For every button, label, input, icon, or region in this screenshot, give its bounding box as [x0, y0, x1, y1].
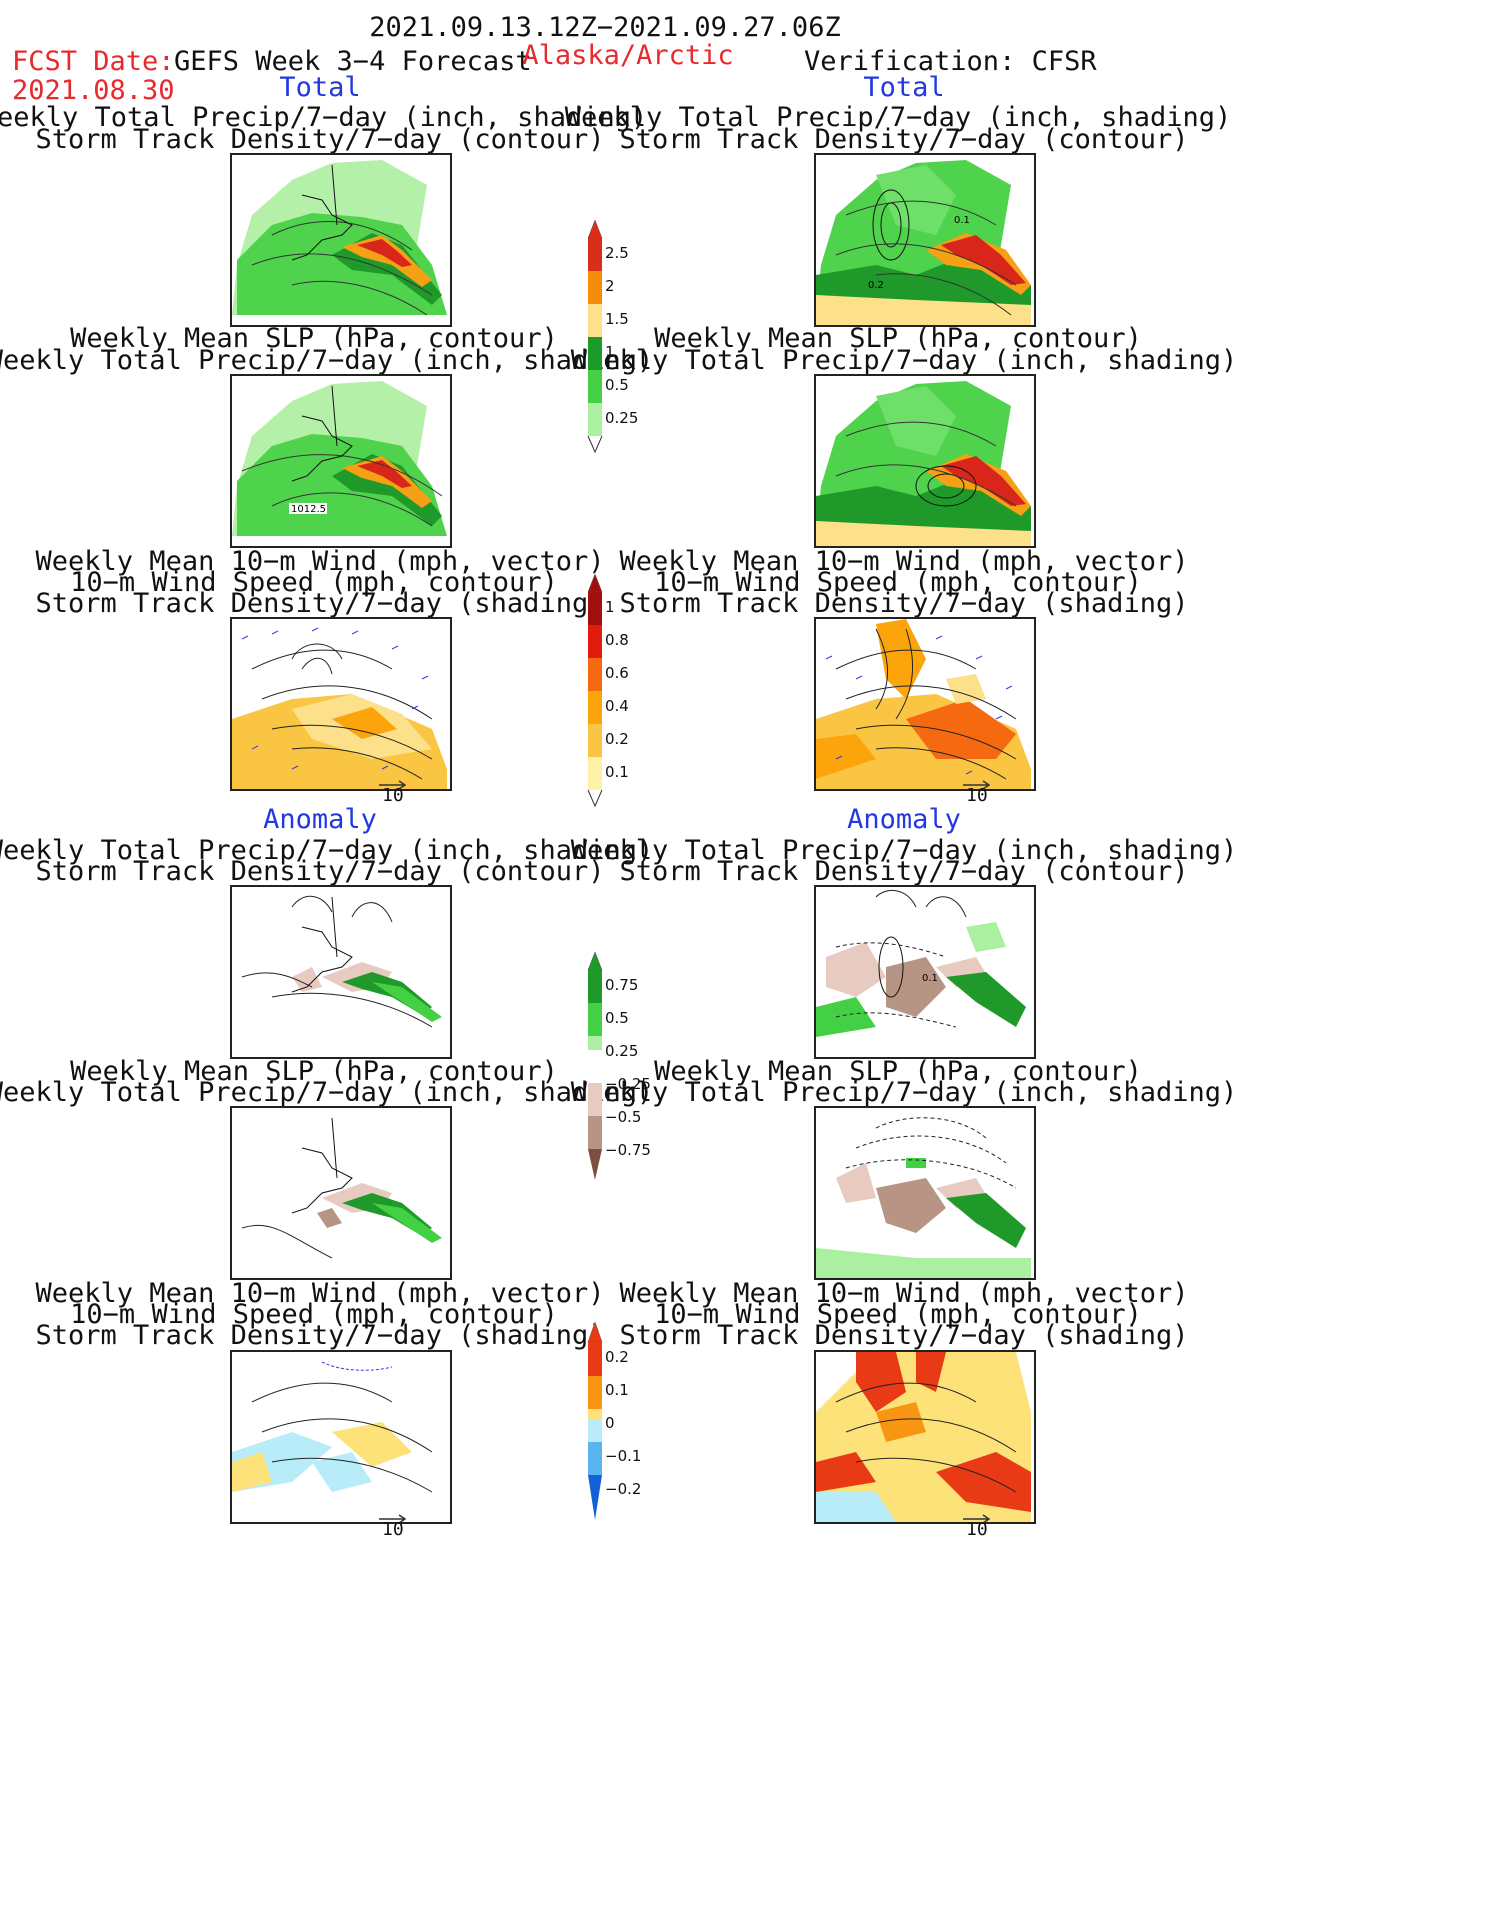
panel-title-line: Storm Track Density/7−day (contour)	[619, 856, 1189, 887]
map-panel-wind-storm-anomaly-forecast	[230, 1350, 452, 1524]
fcst-date-label: FCST Date:	[12, 46, 175, 77]
contour-label: 0.1	[954, 215, 970, 226]
vector-reference: 10	[962, 776, 1002, 812]
panel-title-line: Weekly Total Precip/7−day (inch, shading…	[0, 102, 648, 133]
colorbar-tick-label: 0.1	[605, 763, 629, 781]
model-title: GEFS Week 3−4 Forecast	[174, 46, 532, 77]
vector-reference-label: 10	[966, 1519, 988, 1540]
colorbar-tick-label: 2.5	[605, 244, 629, 262]
colorbar-tick-label: 0.1	[605, 1381, 629, 1399]
panel-title-line: Storm Track Density/7−day (shading)	[619, 1320, 1189, 1351]
panel-title-line: Weekly Total Precip/7−day (inch, shading…	[564, 102, 1232, 133]
panel-title-line: Weekly Total Precip/7−day (inch, shading…	[0, 1077, 654, 1108]
colorbar-precip-total: 2.5 2 1.5 1 0.5 0.25	[585, 218, 675, 454]
section-total-right: Total	[863, 72, 945, 103]
contour-label: 1012.5	[291, 504, 326, 515]
map-panel-precip-storm-anomaly-forecast	[230, 885, 452, 1059]
colorbar-tick-label: 2	[605, 277, 615, 295]
panel-title-line: 10−m Wind Speed (mph, contour)	[70, 1299, 558, 1330]
colorbar-tick-label: 0.25	[605, 1042, 639, 1060]
panel-title-line: Weekly Mean SLP (hPa, contour)	[70, 323, 558, 354]
panel-title-line: 10−m Wind Speed (mph, contour)	[70, 567, 558, 598]
colorbar-tick-label: −0.25	[605, 1075, 651, 1093]
vector-reference-label: 10	[382, 1519, 404, 1540]
panel-title-line: Storm Track Density/7−day (contour)	[35, 124, 605, 155]
panel-title-line: Storm Track Density/7−day (shading)	[619, 588, 1189, 619]
colorbar-tick-label: 1.5	[605, 310, 629, 328]
vector-reference: 10	[378, 776, 418, 812]
map-panel-wind-storm-anomaly-verification	[814, 1350, 1036, 1524]
map-panel-precip-storm-anomaly-verification: 0.1	[814, 885, 1036, 1059]
date-range-title: 2021.09.13.12Z−2021.09.27.06Z	[369, 12, 841, 43]
panel-title-line: Storm Track Density/7−day (contour)	[619, 124, 1189, 155]
colorbar-tick-label: −0.5	[605, 1108, 642, 1126]
colorbar-tick-label: 0.5	[605, 1009, 629, 1027]
vector-reference: 10	[378, 1510, 418, 1546]
colorbar-tick-label: 1	[605, 598, 615, 616]
map-panel-wind-storm-total-forecast	[230, 617, 452, 791]
panel-title-line: Weekly Mean SLP (hPa, contour)	[654, 323, 1142, 354]
panel-title-line: Storm Track Density/7−day (contour)	[35, 856, 605, 887]
colorbar-tick-label: −0.2	[605, 1480, 642, 1498]
colorbar-storm-total: 1 0.8 0.6 0.4 0.2 0.1	[585, 572, 675, 808]
section-anomaly-left: Anomaly	[263, 804, 377, 835]
map-panel-slp-precip-anomaly-verification	[814, 1106, 1036, 1280]
panel-title-line: Weekly Total Precip/7−day (inch, shading…	[570, 835, 1238, 866]
map-panel-precip-storm-total-forecast	[230, 153, 452, 327]
map-panel-slp-precip-total-verification	[814, 374, 1036, 548]
colorbar-tick-label: 0.25	[605, 409, 639, 427]
verification-title: Verification: CFSR	[804, 46, 1097, 77]
colorbar-tick-label: 0.6	[605, 664, 629, 682]
panel-title-line: Weekly Mean 10−m Wind (mph, vector)	[35, 546, 605, 577]
vector-reference-label: 10	[382, 785, 404, 806]
section-anomaly-right: Anomaly	[847, 804, 961, 835]
panel-title-line: Storm Track Density/7−day (shading)	[35, 1320, 605, 1351]
panel-title-line: Weekly Total Precip/7−day (inch, shading…	[570, 345, 1238, 376]
panel-title-line: Weekly Mean SLP (hPa, contour)	[70, 1056, 558, 1087]
vector-reference-label: 10	[966, 785, 988, 806]
panel-title-line: 10−m Wind Speed (mph, contour)	[654, 567, 1142, 598]
colorbar-tick-label: −0.75	[605, 1141, 651, 1159]
fcst-date-value: 2021.08.30	[12, 75, 175, 106]
map-panel-slp-precip-total-forecast: 1012.5	[230, 374, 452, 548]
contour-label: 0.1	[922, 973, 938, 984]
panel-title-line: Weekly Mean 10−m Wind (mph, vector)	[619, 1278, 1189, 1309]
map-panel-wind-storm-total-verification	[814, 617, 1036, 791]
panel-title-line: 10−m Wind Speed (mph, contour)	[654, 1299, 1142, 1330]
colorbar-tick-label: 0.4	[605, 697, 629, 715]
colorbar-storm-anomaly: 0.2 0.1 0 −0.1 −0.2	[585, 1320, 675, 1525]
colorbar-tick-label: 1	[605, 343, 615, 361]
colorbar-tick-label: 0.2	[605, 1348, 629, 1366]
vector-reference: 10	[962, 1510, 1002, 1546]
map-panel-slp-precip-anomaly-forecast	[230, 1106, 452, 1280]
panel-title-line: Weekly Total Precip/7−day (inch, shading…	[0, 345, 654, 376]
region-title: Alaska/Arctic	[522, 40, 734, 71]
colorbar-tick-label: 0.2	[605, 730, 629, 748]
panel-title-line: Weekly Mean 10−m Wind (mph, vector)	[35, 1278, 605, 1309]
panel-title-line: Weekly Total Precip/7−day (inch, shading…	[570, 1077, 1238, 1108]
map-panel-precip-storm-total-verification: 0.1 0.2	[814, 153, 1036, 327]
colorbar-tick-label: 0.75	[605, 976, 639, 994]
panel-title-line: Weekly Mean SLP (hPa, contour)	[654, 1056, 1142, 1087]
panel-title-line: Storm Track Density/7−day (shading)	[35, 588, 605, 619]
colorbar-tick-label: 0.8	[605, 631, 629, 649]
colorbar-tick-label: −0.1	[605, 1447, 642, 1465]
panel-title-line: Weekly Total Precip/7−day (inch, shading…	[0, 835, 654, 866]
colorbar-precip-anomaly: 0.75 0.5 0.25 −0.25 −0.5 −0.75	[585, 950, 675, 1186]
colorbar-tick-label: 0	[605, 1414, 615, 1432]
section-total-left: Total	[279, 72, 361, 103]
contour-label: 0.2	[868, 280, 884, 291]
panel-title-line: Weekly Mean 10−m Wind (mph, vector)	[619, 546, 1189, 577]
colorbar-tick-label: 0.5	[605, 376, 629, 394]
